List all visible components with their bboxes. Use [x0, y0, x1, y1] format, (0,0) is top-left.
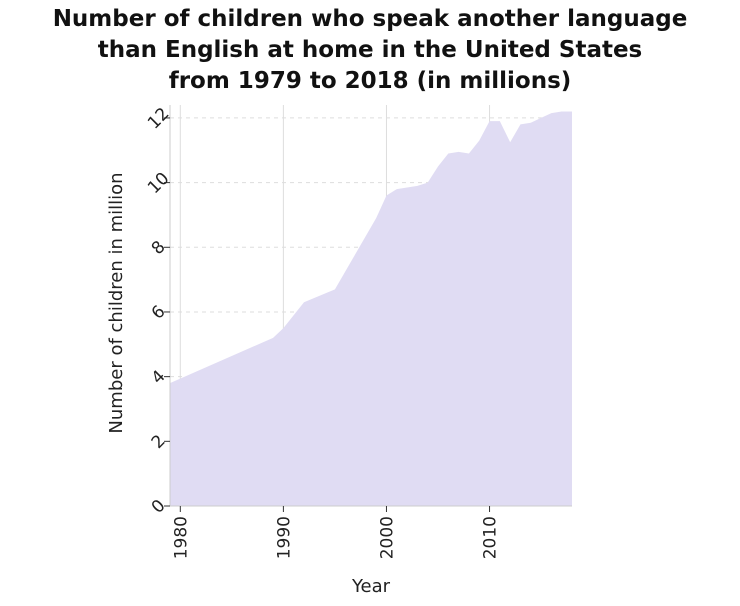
y-tick-label: 4	[148, 366, 170, 388]
y-axis-label: Number of children in million	[106, 172, 127, 433]
y-tick-label: 2	[148, 431, 170, 453]
x-ticks: 1980 1990 2000 2010	[171, 506, 501, 559]
x-tick-label: 1990	[274, 516, 294, 559]
x-axis-label: Year	[351, 576, 391, 597]
x-tick-label: 2000	[377, 516, 397, 559]
area-series	[170, 111, 572, 506]
y-tick-label: 6	[148, 302, 170, 324]
title-line-3: from 1979 to 2018 (in millions)	[168, 68, 572, 94]
y-tick-label: 12	[144, 104, 173, 133]
title-line-2: than English at home in the United State…	[97, 37, 643, 63]
title-line-1: Number of children who speak another lan…	[52, 6, 688, 32]
chart-title: Number of children who speak another lan…	[0, 4, 740, 97]
y-ticks: 0 2 4 6 8 10 12	[144, 104, 173, 518]
x-tick-label: 1980	[171, 516, 191, 559]
x-tick-label: 2010	[481, 516, 501, 559]
axes	[169, 105, 572, 507]
y-tick-label: 8	[148, 237, 170, 259]
y-tick-label: 0	[148, 496, 170, 518]
y-tick-label: 10	[144, 169, 173, 198]
